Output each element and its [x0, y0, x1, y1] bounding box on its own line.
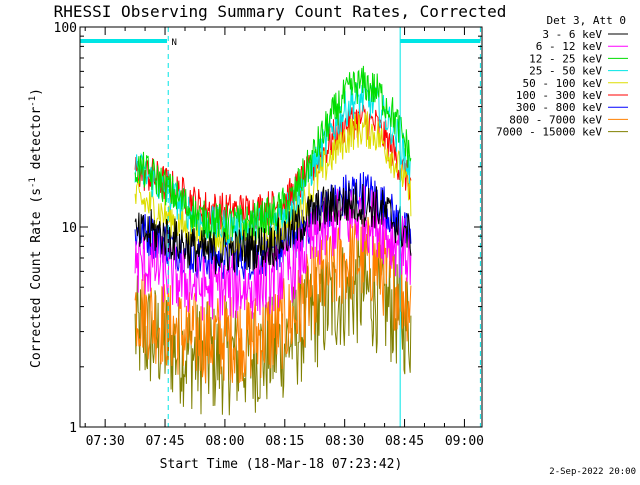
- series-line-2: [134, 65, 412, 241]
- x-tick-label-1: 07:45: [145, 434, 184, 449]
- legend-label-4: 50 - 100 keV: [523, 77, 603, 90]
- axes: 07:30 07:45 08:00 08:15 08:30 08:45 09:00 1 10 10…: [54, 21, 484, 449]
- y-axis-label-exp1: -1: [28, 177, 38, 188]
- y-axis-label-exp2: -1: [28, 96, 38, 107]
- x-tick-label-4: 08:30: [325, 434, 364, 449]
- legend-label-1: 6 - 12 keV: [536, 40, 603, 53]
- bar-marker-label: N: [172, 38, 177, 48]
- y-tick-label-0: 1: [69, 421, 77, 436]
- x-axis-label: Start Time (18-Mar-18 07:23:42): [160, 457, 403, 472]
- y-tick-label-2: 100: [54, 21, 77, 36]
- x-tick-label-6: 09:00: [445, 434, 484, 449]
- plot-area: N: [79, 27, 481, 427]
- legend-label-2: 12 - 25 keV: [529, 52, 602, 65]
- y-axis-label-main: Corrected Count Rate (s: [29, 188, 44, 368]
- y-axis-label-mid: detector: [29, 107, 44, 178]
- series-line-1: [134, 185, 412, 321]
- y-tick-label-1: 10: [61, 221, 77, 236]
- top-bar-0: [80, 39, 168, 43]
- x-tick-label-2: 08:00: [205, 434, 244, 449]
- x-tick-label-3: 08:15: [265, 434, 304, 449]
- x-tick-label-5: 08:45: [385, 434, 424, 449]
- legend-label-7: 800 - 7000 keV: [509, 113, 602, 126]
- x-tick-label-0: 07:30: [86, 434, 125, 449]
- legend-header: Det 3, Att 0: [547, 14, 626, 27]
- footer-date: 2-Sep-2022 20:00: [549, 467, 636, 477]
- legend-label-6: 300 - 800 keV: [516, 101, 602, 114]
- y-axis-label: Corrected Count Rate (s-1 detector-1): [28, 88, 44, 368]
- legend-label-0: 3 - 6 keV: [542, 28, 602, 41]
- legend-label-3: 25 - 50 keV: [529, 65, 602, 78]
- legend-label-5: 100 - 300 keV: [516, 89, 602, 102]
- legend-label-8: 7000 - 15000 keV: [496, 126, 602, 139]
- y-axis-label-end: ): [29, 88, 44, 96]
- chart-title: RHESSI Observing Summary Count Rates, Co…: [54, 2, 507, 21]
- top-bar-1: [400, 39, 481, 43]
- series-line-0: [134, 182, 412, 275]
